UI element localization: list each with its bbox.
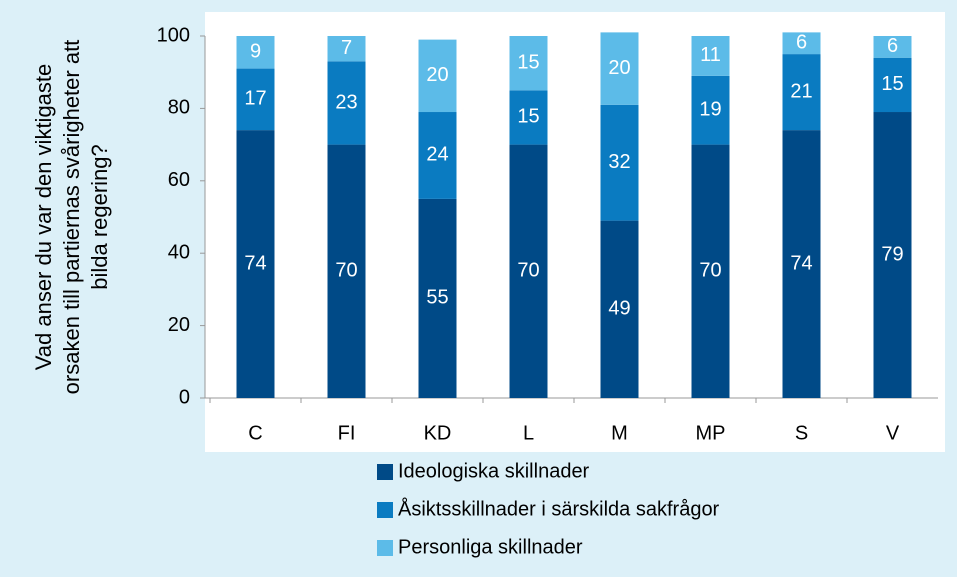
data-label: 32 (608, 151, 630, 173)
bar-segment (691, 75, 730, 145)
bar-segment (509, 90, 548, 145)
bar-segment (236, 130, 275, 398)
data-label: 74 (244, 252, 266, 274)
data-label: 20 (426, 64, 448, 86)
data-label: 23 (335, 91, 357, 113)
bar-segment (873, 57, 912, 113)
x-tick-label: KD (424, 422, 452, 444)
plot-area (205, 12, 945, 452)
bar-segment (418, 39, 457, 113)
x-tick-label: FI (338, 422, 356, 444)
legend-label: Åsiktsskillnader i särskilda sakfrågor (398, 497, 720, 520)
bar-segment (418, 198, 457, 398)
y-tick-label: 80 (168, 97, 190, 119)
bar-segment (236, 36, 275, 69)
data-label: 9 (250, 41, 261, 63)
data-label: 15 (881, 73, 903, 95)
bar-segment (782, 54, 821, 131)
legend-label: Ideologiska skillnader (398, 460, 590, 482)
bar-segment (509, 144, 548, 398)
x-tick-label: V (886, 422, 900, 444)
y-axis-title: Vad anser du var den viktigaste (31, 64, 56, 371)
x-tick-label: C (248, 422, 262, 444)
y-tick-label: 0 (179, 386, 190, 408)
bar-segment (782, 130, 821, 398)
data-label: 70 (335, 260, 357, 282)
bar-segment (873, 112, 912, 399)
y-tick-label: 100 (157, 24, 190, 46)
data-label: 15 (517, 106, 539, 128)
y-tick-label: 40 (168, 241, 190, 263)
legend-label: Personliga skillnader (398, 536, 583, 558)
bar-segment (600, 220, 639, 398)
bar-segment (327, 36, 366, 62)
data-label: 20 (608, 57, 630, 79)
data-label: 74 (790, 252, 812, 274)
y-axis-title: bilda regering? (87, 144, 112, 290)
data-label: 70 (517, 260, 539, 282)
legend-swatch (377, 540, 393, 556)
x-tick-label: S (795, 422, 808, 444)
bar-segment (691, 144, 730, 398)
data-label: 24 (426, 144, 448, 166)
data-label: 15 (517, 51, 539, 73)
bar-segment (691, 36, 730, 76)
y-tick-label: 20 (168, 314, 190, 336)
bar-segment (782, 32, 821, 55)
x-tick-label: MP (696, 422, 726, 444)
bar-segment (873, 36, 912, 58)
bar-segment (600, 104, 639, 221)
legend-swatch (377, 502, 393, 518)
bar-segment (600, 32, 639, 105)
data-label: 6 (887, 35, 898, 57)
data-label: 49 (608, 298, 630, 320)
data-label: 17 (244, 88, 266, 110)
data-label: 70 (699, 260, 721, 282)
legend-swatch (377, 464, 393, 480)
bar-segment (418, 112, 457, 199)
y-axis-title: orsaken till partiernas svårigheter att (59, 40, 84, 395)
x-tick-label: M (611, 422, 628, 444)
bar-segment (236, 68, 275, 131)
data-label: 79 (881, 243, 903, 265)
bar-segment (327, 144, 366, 398)
data-label: 55 (426, 287, 448, 309)
bar-segment (509, 36, 548, 91)
y-tick-label: 60 (168, 169, 190, 191)
bar-segment (327, 61, 366, 145)
data-label: 7 (341, 37, 352, 59)
x-tick-label: L (523, 422, 534, 444)
data-label: 6 (796, 32, 807, 54)
data-label: 21 (790, 80, 812, 102)
data-label: 11 (700, 44, 721, 66)
data-label: 19 (699, 98, 721, 120)
